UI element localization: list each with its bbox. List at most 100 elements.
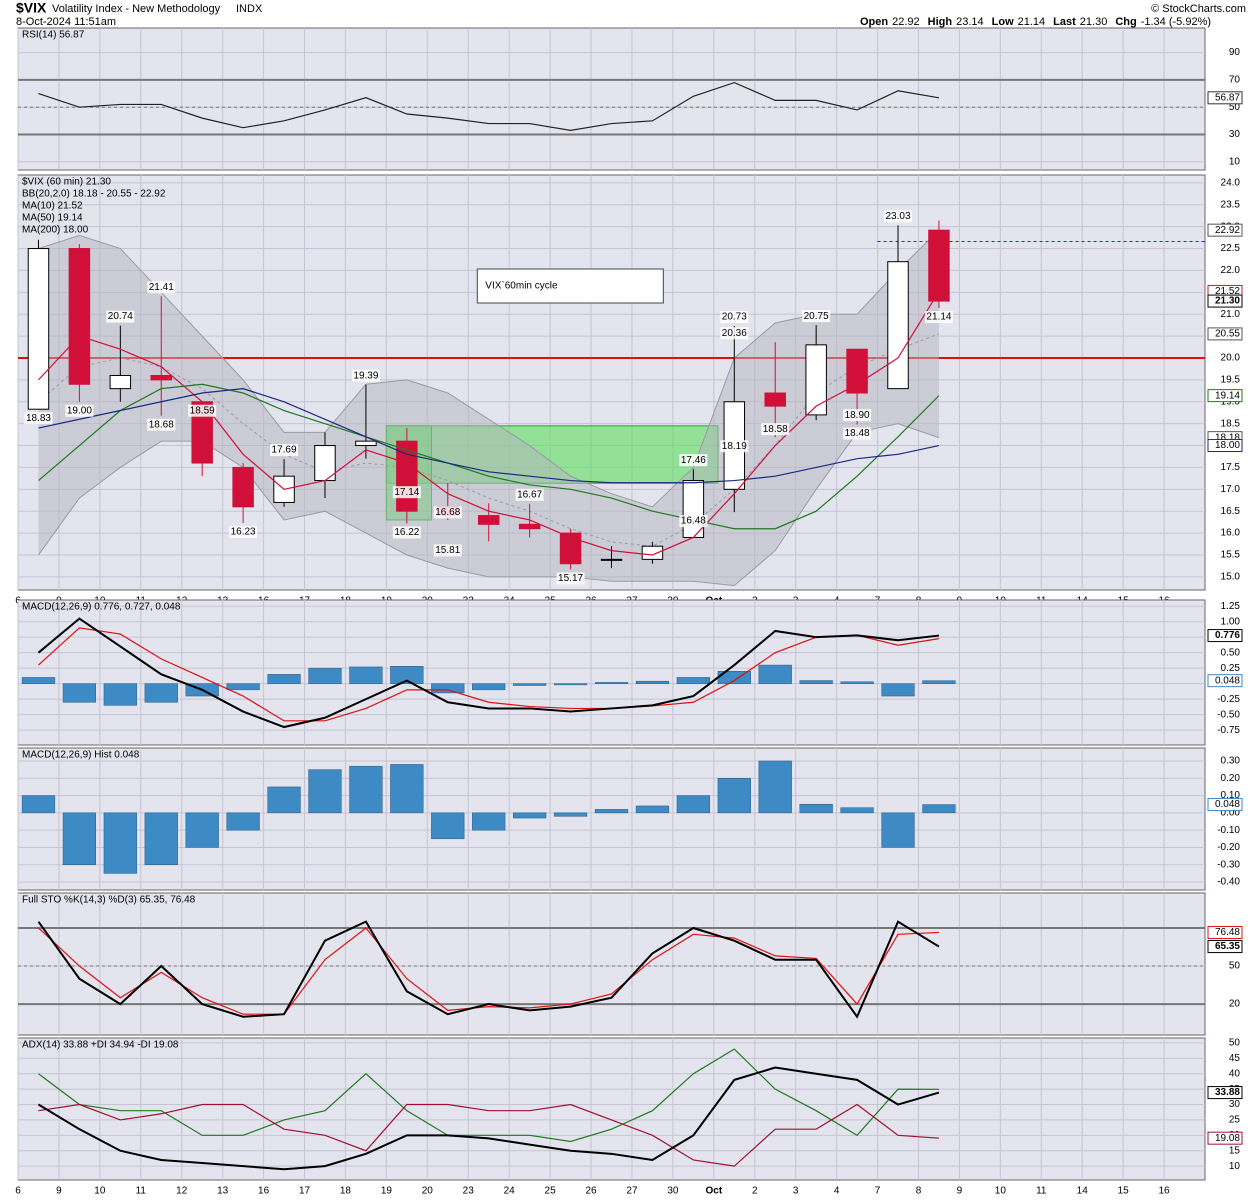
- point-label-bg: [147, 418, 176, 431]
- last-value-box: [1207, 91, 1243, 105]
- x-tick-label: 4: [834, 1186, 840, 1197]
- point-label: 18.48: [845, 428, 870, 439]
- point-label-bg: [720, 440, 749, 453]
- histogram-bar: [922, 804, 956, 814]
- last-value-label: 18.00: [1215, 440, 1240, 451]
- point-label: 16.67: [517, 489, 542, 500]
- histogram-bar: [144, 683, 178, 703]
- panel-title: MACD(12,26,9) Hist 0.048: [22, 750, 140, 761]
- y-tick-label: 22.5: [1221, 243, 1241, 254]
- last-value-label: 19.14: [1215, 390, 1240, 401]
- y-tick-label: 25: [1229, 1115, 1241, 1126]
- x-tick-label: 8: [916, 1186, 922, 1197]
- point-label-bg: [802, 310, 831, 323]
- candle-body: [600, 558, 623, 561]
- point-label-bg: [106, 310, 135, 323]
- y-tick-label: -0.75: [1217, 725, 1240, 736]
- y-tick-label: 50: [1229, 102, 1241, 113]
- series-line: [38, 927, 939, 1015]
- y-tick-label: 17.5: [1221, 462, 1241, 473]
- y-tick-label: 24.0: [1221, 178, 1241, 189]
- series-line: [37, 1066, 940, 1171]
- last-value-box: [1207, 629, 1243, 643]
- y-tick-label: 20.0: [1221, 353, 1241, 364]
- point-label: 17.46: [681, 455, 706, 466]
- last-value-label: 0.776: [1215, 630, 1240, 641]
- last-value-box: [1207, 674, 1243, 688]
- y-tick-label: 15.5: [1221, 550, 1241, 561]
- x-tick-label: 16: [258, 1186, 270, 1197]
- last-value-label: 0.048: [1215, 675, 1240, 686]
- candle-body: [846, 348, 868, 394]
- point-label: 15.17: [558, 573, 583, 584]
- bollinger-line: [38, 229, 940, 508]
- last-value-box: [1207, 940, 1243, 954]
- y-tick-label: 0.10: [1221, 790, 1241, 801]
- last-value-box: [1207, 223, 1243, 237]
- histogram-bar: [390, 666, 424, 684]
- x-tick-label: 30: [667, 1186, 679, 1197]
- histogram-bar: [472, 812, 506, 831]
- last-value-label: 33.88: [1215, 1087, 1240, 1098]
- point-label-bg: [843, 409, 872, 422]
- panel-title: Full STO %K(14,3) %D(3) 65.35, 76.48: [22, 895, 196, 906]
- point-label: 18.19: [722, 441, 747, 452]
- y-tick-label: 45: [1229, 1053, 1241, 1064]
- histogram-bar: [881, 683, 915, 697]
- x-tick-label: 11: [1036, 1186, 1047, 1197]
- series-line: [37, 920, 940, 1019]
- copyright: © StockCharts.com: [1151, 3, 1246, 15]
- last-value-box: [1207, 389, 1243, 403]
- histogram-bar: [308, 667, 342, 684]
- x-tick-label: 2: [752, 1186, 758, 1197]
- histogram-bar: [594, 809, 629, 814]
- histogram-bar: [472, 683, 506, 691]
- histogram-bar: [431, 683, 465, 694]
- candle-body: [559, 532, 582, 565]
- y-tick-label: 70: [1229, 75, 1241, 86]
- candle-body: [27, 248, 50, 410]
- candle-body: [928, 229, 950, 302]
- x-tick-label: 10: [94, 1186, 106, 1197]
- y-tick-label: 18.5: [1221, 418, 1241, 429]
- point-label-bg: [188, 404, 217, 417]
- point-label: 16.22: [394, 527, 419, 538]
- point-label: 20.74: [108, 311, 133, 322]
- last-value-box: [1207, 294, 1243, 308]
- series-line: [38, 383, 940, 530]
- point-label: 18.59: [190, 405, 215, 416]
- y-tick-label: 0.25: [1221, 663, 1241, 674]
- point-label: 16.23: [231, 527, 256, 538]
- histogram-bar: [308, 769, 342, 814]
- histogram-bar: [758, 664, 792, 684]
- y-tick-label: -0.25: [1217, 694, 1240, 705]
- last-value-label: 65.35: [1215, 941, 1240, 952]
- y-tick-label: 1.00: [1221, 616, 1241, 627]
- y-tick-label: 0.20: [1221, 773, 1241, 784]
- point-label-bg: [351, 369, 380, 382]
- point-label-bg: [720, 311, 749, 324]
- point-label: 19.00: [67, 405, 92, 416]
- histogram-bar: [185, 812, 219, 848]
- last-value-box: [1207, 1086, 1243, 1100]
- histogram-bar: [635, 680, 670, 684]
- histogram-bar: [799, 680, 833, 684]
- y-tick-label: 0.50: [1221, 647, 1241, 658]
- histogram-bar: [513, 812, 547, 819]
- x-tick-label: 12: [176, 1186, 188, 1197]
- candle-body: [764, 392, 786, 407]
- quote-label: Chg: [1115, 16, 1136, 28]
- histogram-bar: [840, 807, 874, 814]
- x-tick-label: 16: [1159, 1186, 1171, 1197]
- panel-background: [17, 892, 1206, 1036]
- y-tick-label: -0.10: [1217, 825, 1240, 836]
- histogram-bar: [226, 812, 260, 831]
- point-label-bg: [392, 486, 421, 499]
- candle-body: [887, 261, 909, 390]
- x-tick-label: 17: [299, 1186, 311, 1197]
- x-tick-label: 10: [995, 1186, 1007, 1197]
- y-tick-label: 10: [1229, 1161, 1241, 1172]
- x-tick-label: 6: [15, 1186, 21, 1197]
- y-tick-label: 0.30: [1221, 756, 1241, 767]
